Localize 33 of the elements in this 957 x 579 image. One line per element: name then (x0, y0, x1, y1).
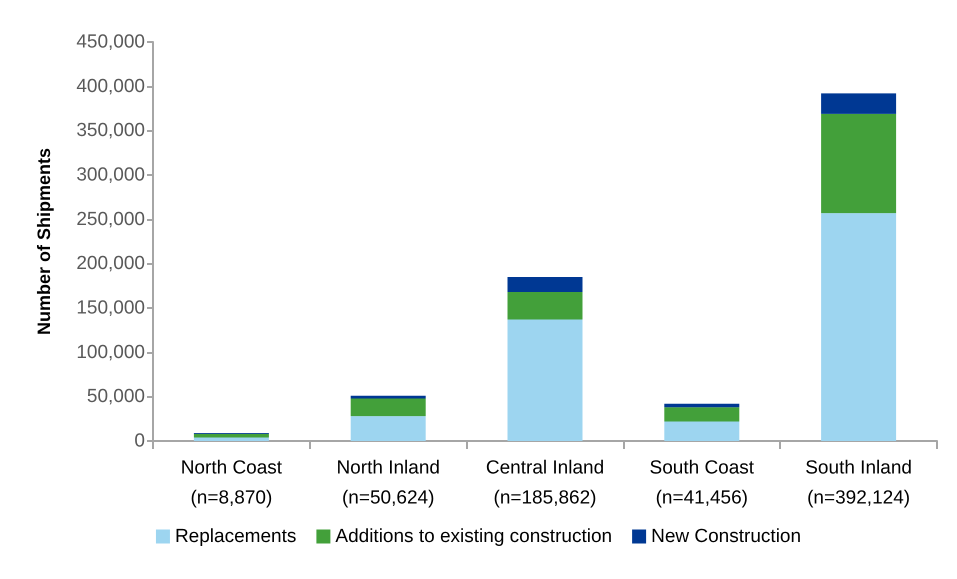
bar (194, 434, 269, 438)
y-tick-label: 100,000 (76, 342, 145, 363)
y-tick-label: 450,000 (76, 32, 145, 52)
bar (821, 213, 896, 441)
x-tick-label: Central Inland (n=185,862) (486, 458, 604, 508)
bar (350, 416, 426, 441)
bar (508, 320, 582, 441)
y-tick-label: 200,000 (76, 253, 145, 274)
bar (350, 396, 426, 398)
y-tick-label: 300,000 (76, 164, 145, 186)
bar (821, 93, 896, 114)
x-tick-label: North Inland (n=50,624) (336, 458, 440, 508)
x-tick-label: North Coast (n=8,870) (180, 458, 283, 508)
x-tick-label: South Coast (n=41,456) (650, 458, 755, 508)
bar (664, 407, 740, 422)
bar (821, 114, 896, 214)
bar (508, 276, 582, 292)
y-tick-label: 50,000 (86, 386, 145, 408)
y-axis-title: Number of Shipments (34, 148, 54, 336)
legend-label: Additions to existing construction (335, 526, 612, 547)
bar (664, 404, 740, 408)
y-tick-label: 0 (134, 430, 145, 452)
y-tick-label: 400,000 (76, 76, 145, 97)
y-tick-label: 150,000 (76, 298, 145, 318)
bar (194, 437, 269, 441)
y-tick-label: 350,000 (76, 120, 145, 142)
bar (508, 292, 582, 320)
x-tick-label: South Inland (n=392,124) (805, 458, 912, 508)
legend-label: New Construction (651, 526, 802, 547)
legend-label: Replacements (174, 526, 296, 547)
bar (664, 421, 740, 441)
bar (350, 398, 426, 416)
y-tick-label: 250,000 (76, 208, 145, 230)
